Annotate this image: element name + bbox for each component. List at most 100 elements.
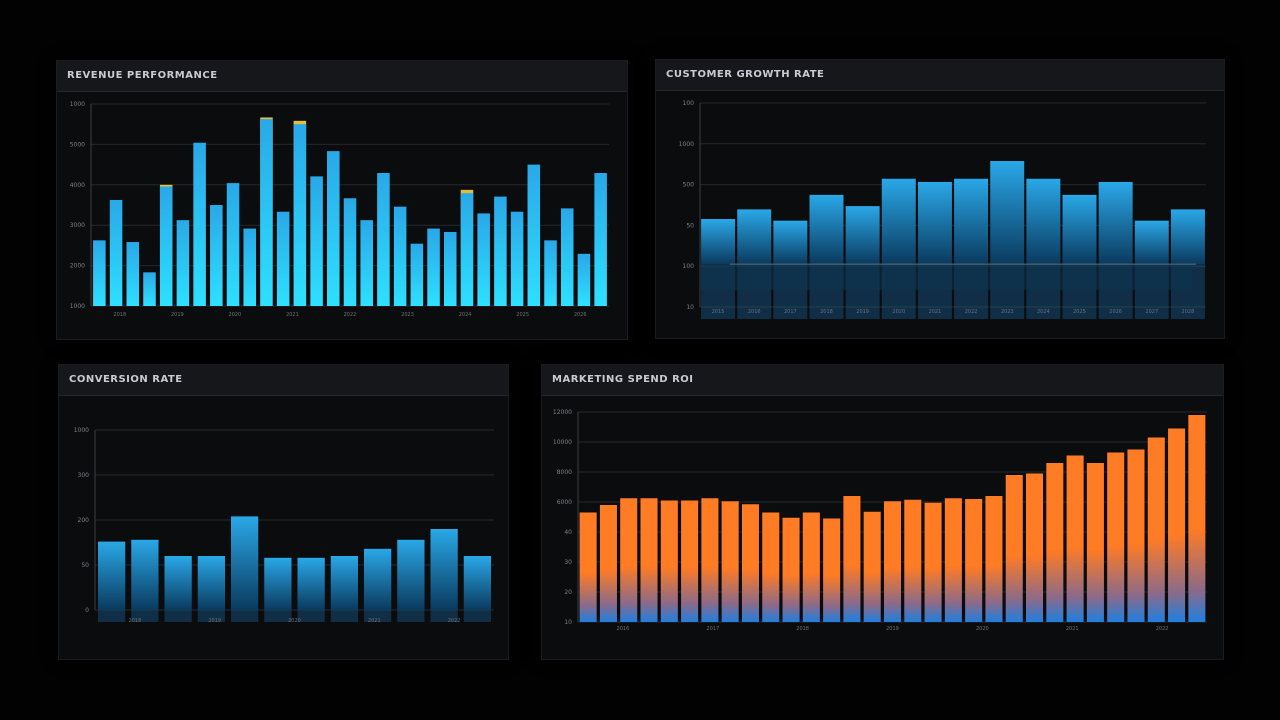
bar (297, 557, 325, 610)
bar (701, 219, 736, 265)
x-tick-label: 2024 (1037, 309, 1050, 315)
bar (93, 240, 106, 306)
x-tick-label: 2021 (1066, 626, 1079, 632)
y-tick-label: 3000 (70, 222, 85, 229)
bar (544, 240, 557, 306)
bar (510, 211, 524, 306)
bar (1168, 428, 1186, 622)
bar (243, 228, 257, 306)
bar (721, 501, 739, 622)
revenue-chart-panel: REVENUE PERFORMANCE 1000 5000 4000 3000 2000… (56, 60, 628, 340)
x-tick-label: 2027 (1145, 309, 1158, 315)
bar-reflection (197, 610, 226, 622)
y-tick-label: 2000 (70, 263, 85, 270)
panel-header: MARKETING SPEND ROI (542, 365, 1223, 396)
bar (782, 517, 800, 622)
x-tick-label: 2020 (976, 626, 989, 632)
bar (924, 502, 942, 622)
bar (954, 178, 989, 265)
bar (397, 539, 425, 610)
panel-title: MARKETING SPEND ROI (552, 374, 694, 385)
y-tick-label: 1000 (679, 141, 694, 148)
bar (343, 198, 357, 306)
y-tick-label: 40 (564, 529, 572, 536)
panel-title: CUSTOMER GROWTH RATE (666, 69, 825, 80)
bar (560, 208, 574, 306)
bar (164, 556, 192, 610)
bar (527, 164, 541, 306)
x-tick-label: 2025 (1073, 309, 1086, 315)
x-tick-label: 2019 (886, 626, 899, 632)
panel-header: CUSTOMER GROWTH RATE (656, 60, 1224, 91)
x-tick-label: 2022 (965, 309, 978, 315)
bar (594, 173, 607, 306)
x-tick-label: 2016 (748, 309, 761, 315)
x-tick-label: 2019 (171, 312, 184, 318)
x-tick-label: 2026 (574, 312, 587, 318)
bar (430, 529, 458, 610)
bar-reflection (230, 610, 259, 622)
bar (176, 220, 190, 306)
bar-reflection (397, 610, 425, 622)
x-tick-label: 2018 (113, 312, 126, 318)
conversion-rate-chart-panel: CONVERSION RATE 1000 300 200 50 0 2018 2019 202… (58, 364, 509, 660)
bar (330, 556, 359, 610)
bar (965, 499, 983, 622)
x-tick-label: 2017 (706, 626, 719, 632)
x-tick-label: 2018 (796, 626, 809, 632)
x-tick-label: 2020 (892, 309, 905, 315)
bar (427, 228, 440, 306)
y-tick-label: 300 (78, 472, 90, 479)
bar (276, 211, 290, 306)
bar (443, 231, 457, 306)
bar (463, 556, 492, 610)
x-tick-label: 2022 (448, 618, 461, 624)
x-tick-label: 2020 (229, 312, 242, 318)
bar (577, 253, 591, 306)
panel-header: REVENUE PERFORMANCE (57, 61, 627, 92)
x-tick-label: 2018 (820, 309, 833, 315)
x-tick-label: 2021 (286, 312, 299, 318)
bar (494, 196, 507, 306)
bar-reflection (330, 610, 359, 622)
bar (1026, 473, 1044, 622)
bar (264, 557, 292, 610)
x-tick-label: 2019 (208, 618, 221, 624)
bar (737, 209, 772, 265)
bar (802, 512, 820, 622)
bar-reflection (264, 610, 292, 622)
x-tick-label: 2017 (784, 309, 797, 315)
bar (883, 501, 902, 622)
bar (109, 199, 123, 306)
bar (197, 556, 226, 610)
x-tick-label: 2024 (459, 312, 472, 318)
x-tick-label: 2021 (929, 309, 942, 315)
bar-reflection (430, 610, 458, 622)
y-tick-label: 1000 (70, 303, 85, 310)
bar (773, 220, 808, 265)
bar (1147, 437, 1165, 622)
bar-reflection (164, 610, 192, 622)
bar (660, 500, 678, 622)
bar (1062, 194, 1097, 265)
bar (809, 194, 844, 265)
bar (159, 186, 173, 306)
marketing-roi-bar-chart: 12000 10000 8000 6000 40 30 20 10 2016 2017 2018 20… (553, 409, 1207, 632)
bar (460, 193, 474, 306)
panel-title: CONVERSION RATE (69, 374, 183, 385)
x-tick-label: 2020 (288, 618, 301, 624)
y-tick-label: 30 (564, 559, 572, 566)
x-tick-label: 2026 (1109, 309, 1122, 315)
marketing-roi-chart-panel: MARKETING SPEND ROI 12000 10000 8000 6000 40… (541, 364, 1224, 660)
bar (360, 220, 373, 306)
y-tick-label: 200 (78, 517, 90, 524)
bar (193, 142, 206, 306)
bar (1170, 209, 1205, 265)
y-tick-label: 1000 (74, 427, 89, 434)
y-tick-label: 1000 (70, 101, 85, 108)
y-tick-label: 10 (564, 619, 572, 626)
y-tick-label: 50 (81, 562, 89, 569)
bar (863, 511, 881, 622)
bar (230, 516, 259, 610)
bar (881, 178, 916, 265)
